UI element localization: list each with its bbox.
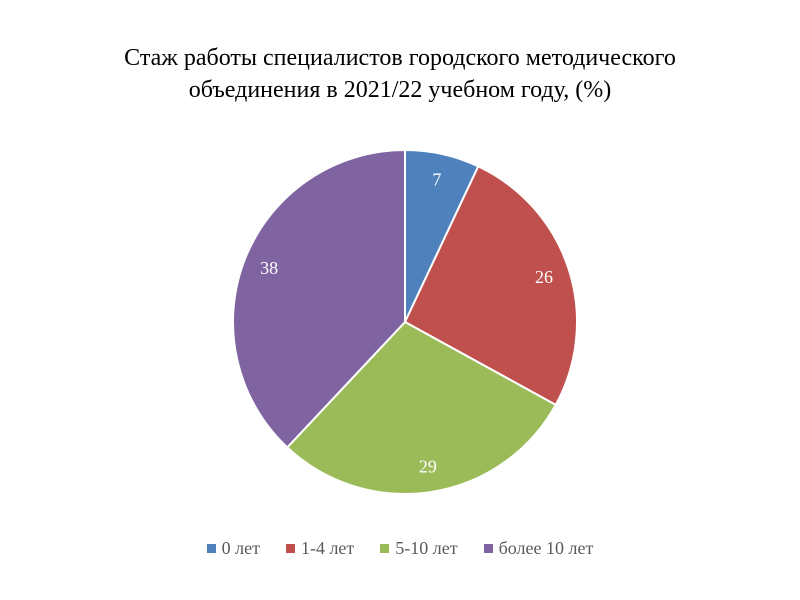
chart-title-line-2: объединения в 2021/22 учебном году, (%) (188, 77, 612, 103)
legend-label-5-10-let: 5-10 лет (395, 538, 458, 558)
legend-label-bolee-10-let: более 10 лет (498, 538, 594, 558)
legend-label-0-let: 0 лет (221, 538, 260, 558)
pie-slice-bolee-10-let (232, 148, 406, 449)
legend-swatch-5-10-let (380, 544, 390, 553)
data-label-5-10-let: 29 (419, 456, 437, 476)
legend-swatch-bolee-10-let (483, 544, 493, 553)
legend-label-1-4-let: 1-4 лет (300, 538, 355, 558)
chart-title-line-1: Стаж работы специалистов городского мето… (124, 45, 676, 71)
data-label-bolee-10-let: 38 (260, 258, 278, 278)
legend-item-5-10-let: 5-10 лет (380, 538, 458, 559)
data-label-0-let: 7 (432, 169, 441, 189)
legend-item-0-let: 0 лет (206, 538, 260, 559)
pie-slice-5-10-let (285, 320, 558, 495)
chart-title: Стаж работы специалистов городского мето… (40, 42, 760, 106)
legend-swatch-1-4-let (285, 544, 295, 553)
chart-legend: 0 лет 1-4 лет 5-10 лет более 10 лет (0, 538, 800, 559)
data-label-1-4-let: 26 (535, 267, 553, 287)
legend-swatch-0-let (206, 544, 216, 553)
legend-item-1-4-let: 1-4 лет (285, 538, 355, 559)
legend-item-bolee-10-let: более 10 лет (483, 538, 594, 559)
